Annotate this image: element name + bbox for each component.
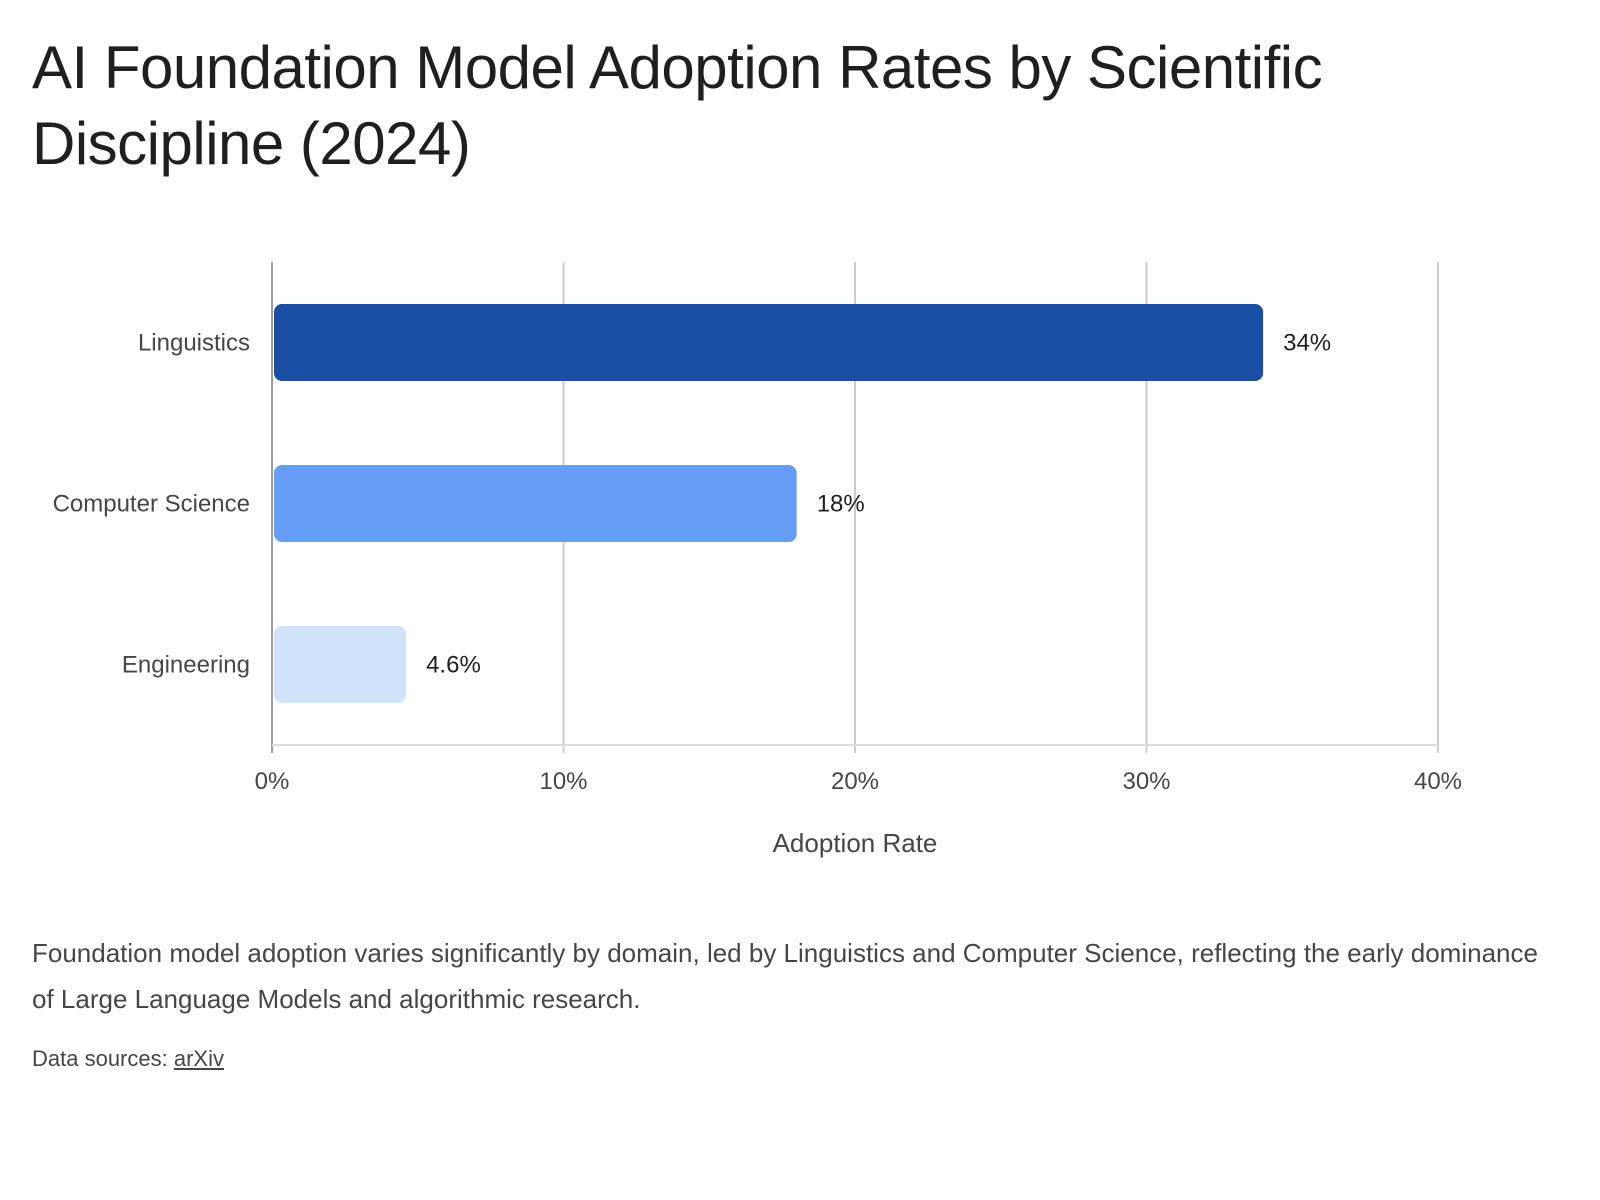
value-label: 4.6% (426, 652, 481, 679)
bars (274, 304, 1264, 703)
chart-title: AI Foundation Model Adoption Rates by Sc… (32, 34, 1323, 177)
data-sources: Data sources: arXiv (32, 1042, 224, 1076)
x-tick-label: 20% (831, 768, 879, 795)
bar-chart: 0% 10% 20% 30% 40% Linguistics 34% Computer Sci… (53, 262, 1462, 858)
value-label: 18% (817, 491, 865, 518)
x-tick-label: 10% (539, 768, 587, 795)
source-link-arxiv[interactable]: arXiv (173, 1046, 224, 1071)
x-axis-title: Adoption Rate (773, 828, 938, 858)
value-label: 34% (1283, 330, 1331, 357)
category-label: Linguistics (138, 330, 250, 357)
bar-computer-science[interactable] (274, 465, 797, 542)
x-tick-label: 30% (1122, 768, 1170, 795)
category-label: Engineering (122, 652, 250, 679)
labels: 0% 10% 20% 30% 40% Linguistics 34% Computer Sci… (53, 330, 1462, 796)
category-label: Computer Science (53, 491, 250, 518)
x-tick-label: 40% (1414, 768, 1462, 795)
chart-area: 0% 10% 20% 30% 40% Linguistics 34% Computer Sci… (0, 240, 1600, 890)
bar-linguistics[interactable] (274, 304, 1264, 381)
x-tick-label: 0% (255, 768, 290, 795)
chart-description: Foundation model adoption varies signifi… (32, 938, 1538, 1014)
bar-engineering[interactable] (274, 626, 407, 703)
sources-label: Data sources: (32, 1046, 168, 1071)
